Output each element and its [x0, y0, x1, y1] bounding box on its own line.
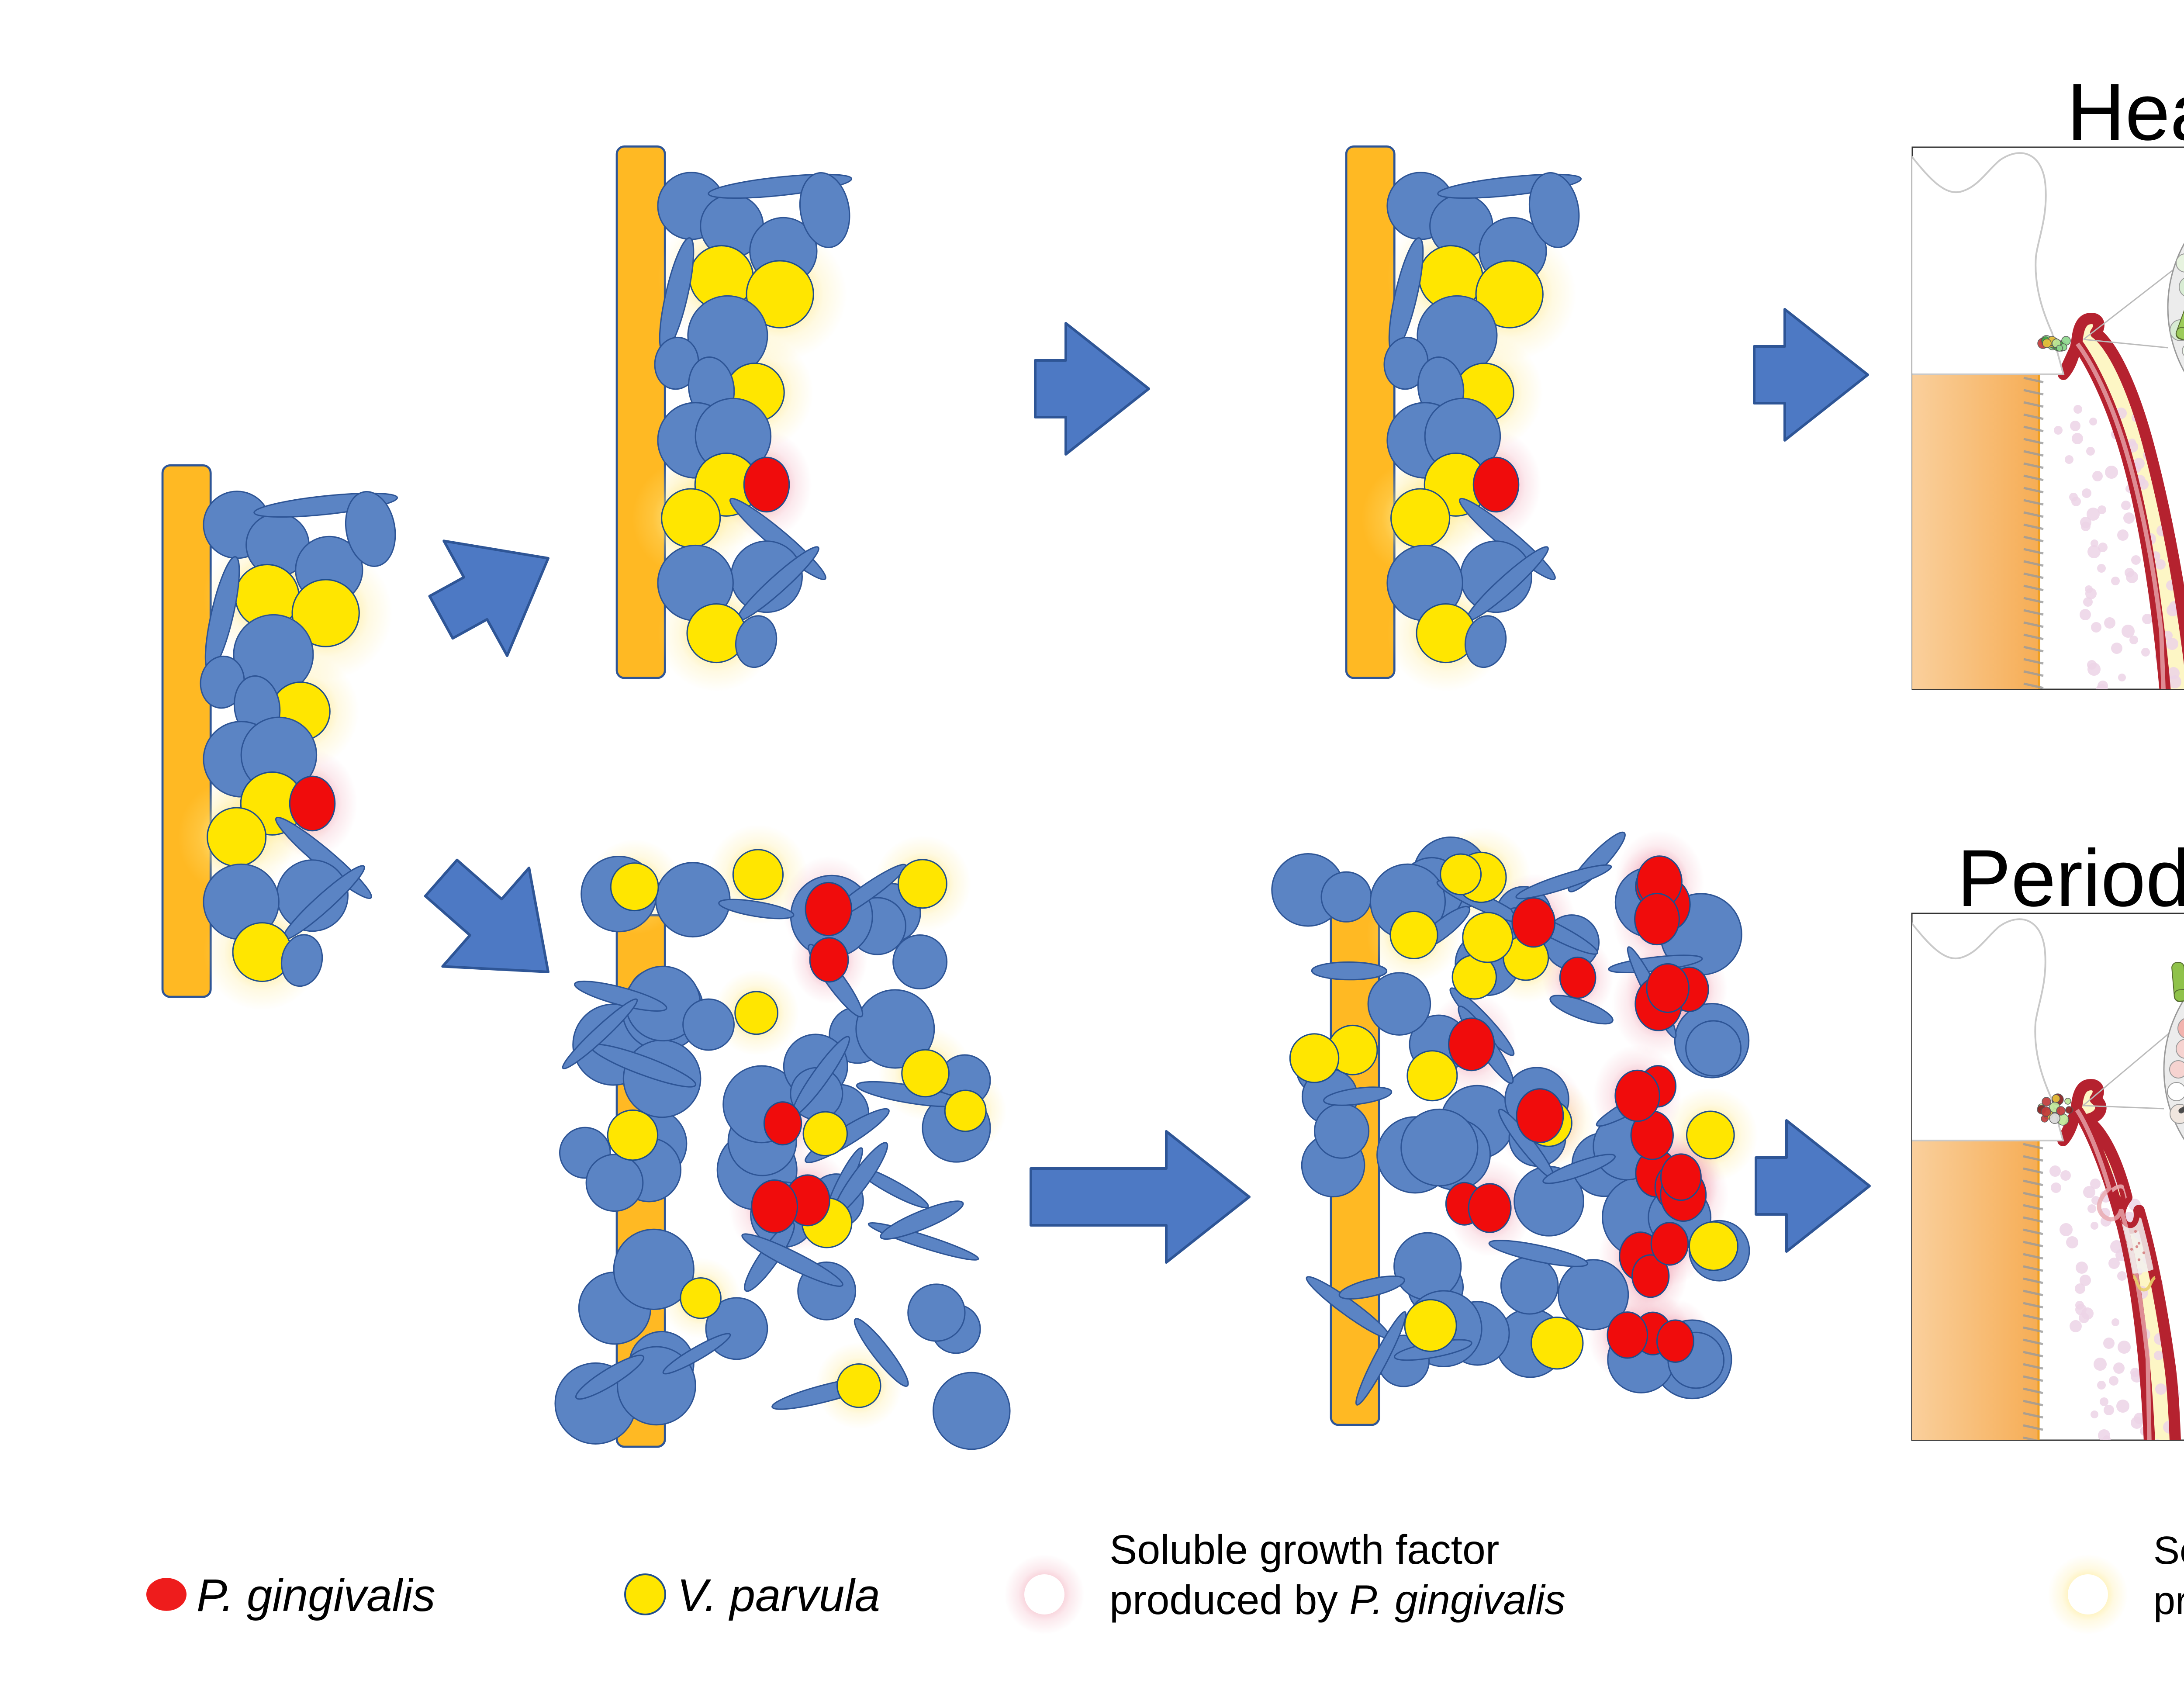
svg-text:Soluble growth factor: Soluble growth factor	[1109, 1527, 1499, 1573]
svg-text:produced by V. parvula: produced by V. parvula	[2153, 1579, 2184, 1623]
svg-text:V. parvula: V. parvula	[677, 1570, 880, 1621]
svg-text:produced by P. gingivalis: produced by P. gingivalis	[1109, 1577, 1565, 1623]
svg-text:Soluble growth factor: Soluble growth factor	[2153, 1529, 2184, 1573]
svg-text:Periodontitis: Periodontitis	[1957, 833, 2184, 923]
svg-text:Health: Health	[2067, 67, 2184, 157]
svg-text:P. gingivalis: P. gingivalis	[197, 1570, 435, 1621]
